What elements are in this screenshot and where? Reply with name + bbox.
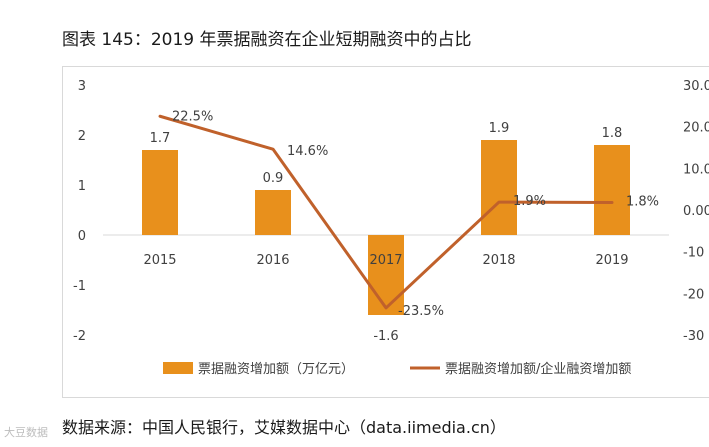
right-axis-tick-label: 20.00 <box>683 121 709 136</box>
source-note: 数据来源：中国人民银行，艾媒数据中心（data.iimedia.cn） <box>62 418 506 437</box>
bar <box>368 235 404 315</box>
left-axis-tick-label: -1 <box>73 279 86 294</box>
right-axis-tick-label: 0.00 <box>683 204 709 219</box>
category-label: 2018 <box>482 253 515 268</box>
category-label: 2015 <box>143 253 176 268</box>
ratio-line <box>158 114 614 310</box>
left-axis-tick-label: 0 <box>78 229 86 244</box>
bar <box>594 145 630 235</box>
bar-data-label: 1.9 <box>489 121 510 136</box>
category-label: 2016 <box>256 253 289 268</box>
right-axis-tick-label: -20 <box>683 287 704 302</box>
watermark-text: 大豆数据 <box>4 426 48 439</box>
category-label: 2017 <box>369 253 402 268</box>
line-data-label: -23.5% <box>398 304 444 319</box>
bar <box>481 140 517 235</box>
left-axis-tick-label: 2 <box>78 129 86 144</box>
bar <box>255 190 291 235</box>
line-data-label: 22.5% <box>172 109 213 124</box>
right-axis-tick-label: -10 <box>683 246 704 261</box>
left-axis-tick-label: 1 <box>78 179 86 194</box>
right-axis-tick-label: -30 <box>683 329 704 344</box>
bar-data-label: 1.8 <box>602 126 623 141</box>
line-data-label: 1.9% <box>513 194 546 209</box>
line-data-label: 14.6% <box>287 144 328 159</box>
category-label: 2019 <box>595 253 628 268</box>
right-axis-tick-label: 30.00 <box>683 79 709 94</box>
line-data-label: 1.8% <box>626 195 659 210</box>
legend-bar-swatch <box>163 362 193 374</box>
legend-bar-label: 票据融资增加额（万亿元） <box>198 362 354 377</box>
bar <box>142 150 178 235</box>
left-axis-tick-label: 3 <box>78 79 86 94</box>
bar-data-label: 0.9 <box>263 171 284 186</box>
chart-title: 图表 145：2019 年票据融资在企业短期融资中的占比 <box>62 30 472 50</box>
legend-line-label: 票据融资增加额/企业融资增加额 <box>445 361 631 377</box>
bar-data-label: -1.6 <box>373 329 398 344</box>
left-axis-tick-label: -2 <box>73 329 86 344</box>
chart-frame <box>62 66 709 398</box>
right-axis-tick-label: 10.00 <box>683 162 709 177</box>
bar-data-label: 1.7 <box>150 131 171 146</box>
